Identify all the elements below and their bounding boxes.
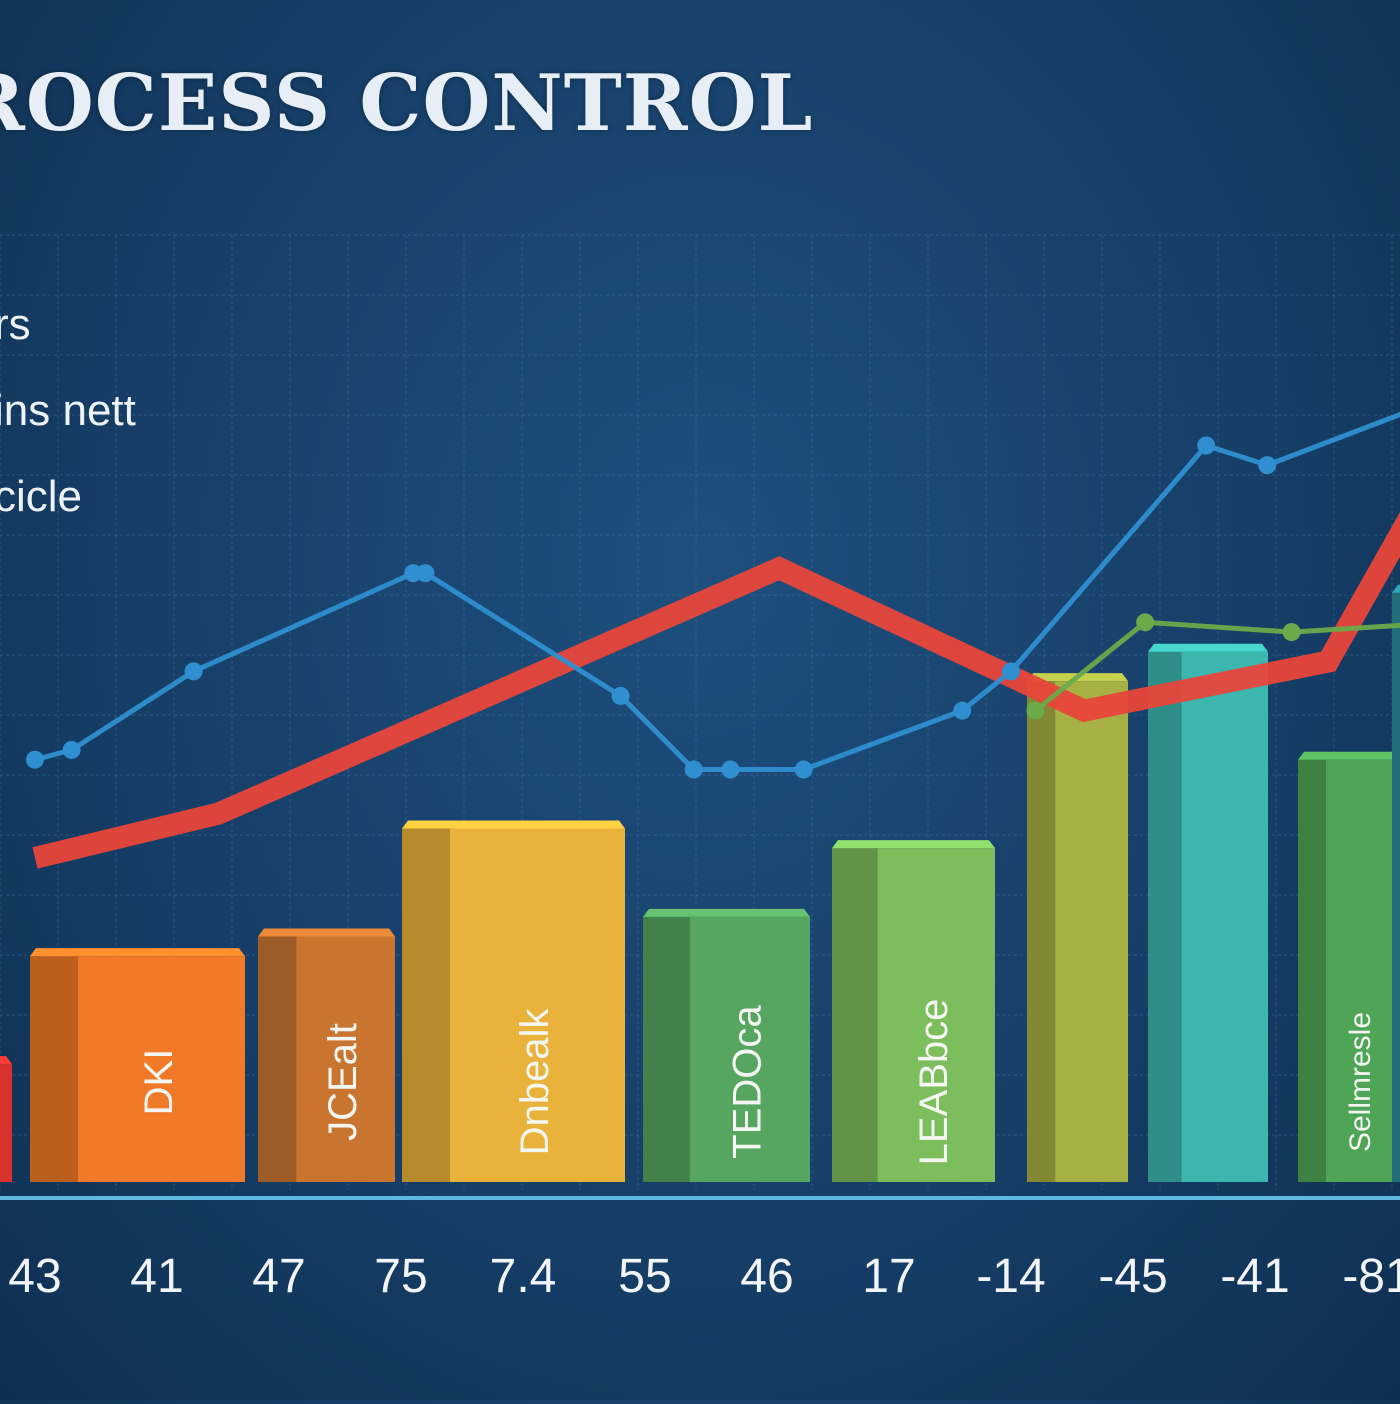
bar <box>1148 643 1268 1182</box>
series-point <box>1258 456 1277 475</box>
series-line <box>32 512 1400 869</box>
x-tick-label: -81 <box>1342 1250 1400 1303</box>
x-tick-label: 43 <box>8 1250 61 1303</box>
bar: Dnbealk <box>402 820 625 1182</box>
chart-title: ROCESS CONTROL <box>0 58 814 149</box>
tick-labels-layer: 43 41 47 75 7.4 55 46 17 -14 -45 -41 -81 <box>8 1250 1400 1303</box>
bar-label: JCEalt <box>321 1023 365 1141</box>
series-point <box>721 760 740 779</box>
bar-side <box>30 956 78 1182</box>
bar-top <box>1298 751 1398 760</box>
bar-top <box>643 908 810 917</box>
x-tick-label: -45 <box>1098 1250 1167 1303</box>
bar-label: Dnbealk <box>513 1008 557 1156</box>
series-line <box>34 411 1400 773</box>
bar: LEABbce <box>832 840 995 1182</box>
x-tick-label: -41 <box>1220 1250 1289 1303</box>
bar-top <box>832 840 995 849</box>
series-point <box>1282 623 1301 642</box>
bar-side <box>832 848 878 1182</box>
series-layer <box>26 411 1400 869</box>
series-point <box>1002 662 1020 681</box>
bar: TEDOca <box>643 908 810 1182</box>
bar-side <box>1392 592 1400 1182</box>
bar-side <box>1027 681 1056 1182</box>
series-point <box>1197 436 1216 455</box>
bar-label: LEABbce <box>912 999 956 1166</box>
bar-side <box>258 936 297 1182</box>
bars-layer: DKI JCEalt Dnbealk TEDOca LEABbce Sellmresle <box>0 584 1400 1182</box>
bar-front <box>0 1064 12 1182</box>
bar-side <box>1298 759 1326 1182</box>
x-tick-label: 41 <box>130 1250 183 1303</box>
series-point <box>611 686 630 705</box>
x-tick-label: 47 <box>252 1250 305 1303</box>
bar-label: TEDOca <box>725 1005 769 1159</box>
bar-top <box>0 1056 12 1065</box>
series-point <box>1136 613 1155 632</box>
bar-side <box>402 828 450 1182</box>
x-tick-label: 75 <box>374 1250 427 1303</box>
bar <box>1392 584 1400 1182</box>
bar: JCEalt <box>258 928 395 1182</box>
x-tick-label: 55 <box>618 1250 671 1303</box>
x-tick-label: 7.4 <box>490 1250 557 1303</box>
series-point <box>26 750 44 769</box>
bar-top <box>1392 584 1400 593</box>
bar-top <box>258 928 395 937</box>
bar: Sellmresle <box>1298 751 1398 1182</box>
x-tick-label: 17 <box>862 1250 915 1303</box>
bar-top <box>30 948 245 957</box>
bar-side <box>643 916 690 1182</box>
x-tick-label: 46 <box>740 1250 793 1303</box>
legend-item-2: ins nett <box>0 386 136 435</box>
bar-side <box>1148 651 1182 1182</box>
bar <box>1027 673 1128 1182</box>
series-point <box>184 662 203 681</box>
series-point <box>953 701 972 720</box>
series-point <box>416 564 435 583</box>
bar: DKI <box>30 948 245 1182</box>
bar <box>0 1056 12 1182</box>
series-point <box>684 760 703 779</box>
bar-label: Sellmresle <box>1344 1012 1377 1152</box>
legend-item-3: cicle <box>0 472 83 521</box>
bar-top <box>1148 643 1268 652</box>
series-point <box>1026 701 1045 720</box>
bar-label: DKI <box>137 1049 181 1116</box>
bar-top <box>402 820 625 829</box>
series-point <box>794 760 813 779</box>
legend-item-1: rs <box>0 300 31 349</box>
x-tick-label: -14 <box>976 1250 1045 1303</box>
series-point <box>62 740 81 759</box>
